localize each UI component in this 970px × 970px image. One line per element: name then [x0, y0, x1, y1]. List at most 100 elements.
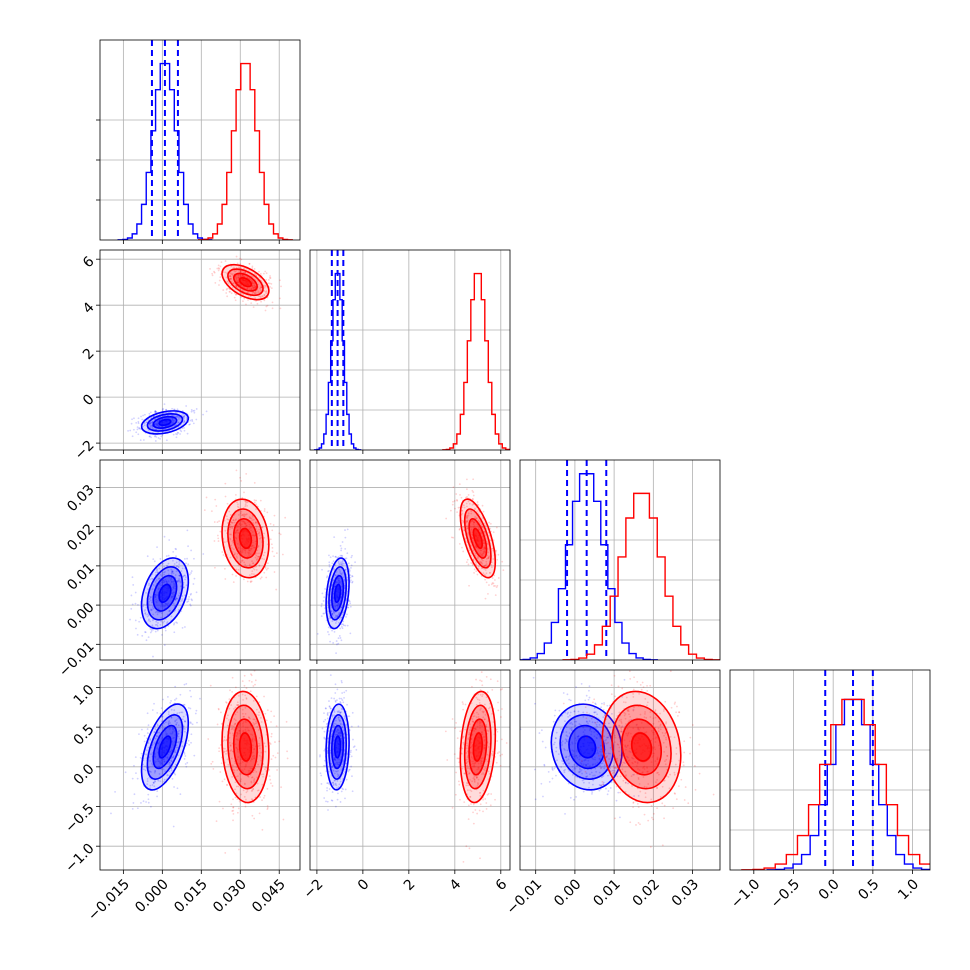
scatter-point: [489, 678, 492, 681]
scatter-point: [326, 717, 329, 720]
panel-marks: [110, 670, 289, 854]
scatter-point: [337, 716, 340, 719]
scatter-point: [234, 713, 237, 716]
scatter-point: [335, 784, 338, 787]
contour-line: [158, 583, 172, 603]
scatter-point: [336, 699, 338, 701]
scatter-point: [555, 731, 558, 734]
scatter-point: [223, 778, 226, 781]
scatter-point: [244, 522, 247, 525]
scatter-point: [170, 716, 173, 719]
scatter-point: [248, 729, 251, 732]
scatter-point: [229, 537, 231, 540]
scatter-point: [229, 538, 232, 541]
scatter-point: [237, 704, 240, 707]
scatter-point: [251, 267, 254, 269]
scatter-point: [154, 770, 157, 772]
scatter-point: [345, 557, 348, 560]
scatter-point: [246, 726, 249, 729]
scatter-point: [333, 711, 336, 713]
scatter-point: [458, 528, 461, 531]
scatter-point: [250, 287, 253, 290]
scatter-point: [179, 581, 182, 584]
scatter-point: [250, 733, 252, 736]
scatter-point: [228, 698, 231, 701]
scatter-point: [245, 524, 248, 527]
scatter-point: [150, 608, 152, 611]
scatter-point: [156, 724, 159, 727]
scatter-point: [593, 735, 596, 738]
scatter-point: [166, 756, 169, 759]
scatter-point: [244, 712, 247, 715]
scatter-point: [251, 545, 254, 548]
scatter-point: [152, 781, 155, 784]
scatter-point: [329, 616, 332, 619]
scatter-point: [477, 556, 480, 559]
scatter-point: [485, 563, 488, 565]
scatter-point: [475, 775, 478, 778]
scatter-point: [240, 793, 242, 796]
scatter-point: [251, 284, 254, 287]
scatter-point: [344, 624, 347, 627]
scatter-point: [232, 725, 235, 728]
scatter-point: [160, 620, 162, 623]
scatter-point: [175, 621, 177, 624]
scatter-point: [239, 729, 241, 732]
scatter-point: [335, 652, 337, 655]
scatter-point: [234, 532, 237, 534]
scatter-point: [339, 572, 342, 575]
scatter-point: [456, 757, 459, 760]
scatter-point: [142, 800, 145, 803]
scatter-point: [323, 730, 326, 733]
scatter-point: [154, 423, 156, 425]
scatter-point: [170, 568, 173, 571]
scatter-point: [339, 732, 342, 734]
scatter-point: [340, 563, 343, 566]
scatter-point: [336, 581, 339, 584]
scatter-point: [326, 789, 328, 792]
scatter-point: [469, 751, 472, 754]
scatter-point: [220, 762, 223, 765]
scatter-point: [470, 741, 473, 744]
scatter-point: [328, 633, 330, 636]
scatter-point: [224, 578, 227, 580]
scatter-point: [226, 518, 229, 521]
scatter-point: [466, 515, 469, 518]
scatter-point: [576, 765, 578, 768]
scatter-point: [146, 783, 149, 785]
scatter-point: [465, 742, 468, 745]
scatter-point: [210, 762, 213, 765]
scatter-point: [492, 652, 494, 654]
scatter-point: [226, 522, 229, 524]
scatter-point: [466, 744, 468, 747]
scatter-point: [202, 413, 204, 416]
scatter-point: [339, 731, 342, 733]
scatter-point: [232, 806, 235, 809]
scatter-point: [282, 818, 285, 821]
scatter-point: [257, 295, 260, 298]
scatter-point: [244, 563, 247, 566]
scatter-point: [178, 579, 180, 582]
scatter-point: [147, 793, 150, 796]
scatter-point: [342, 562, 345, 565]
scatter-point: [497, 553, 500, 556]
scatter-point: [168, 609, 171, 612]
scatter-point: [344, 557, 347, 560]
contour-line: [146, 566, 184, 621]
scatter-point: [333, 779, 336, 782]
scatter-point: [228, 533, 231, 536]
scatter-point: [482, 716, 485, 719]
scatter-point: [254, 522, 257, 524]
scatter-point: [354, 561, 356, 564]
scatter-point: [182, 586, 185, 588]
scatter-point: [334, 692, 337, 694]
scatter-point: [173, 563, 176, 565]
scatter-point: [160, 762, 163, 765]
scatter-point: [469, 789, 472, 792]
scatter-point: [324, 718, 327, 721]
scatter-point: [154, 410, 157, 413]
scatter-point: [137, 417, 140, 420]
scatter-point: [462, 703, 464, 705]
scatter-point: [258, 532, 261, 535]
scatter-point: [480, 721, 483, 723]
